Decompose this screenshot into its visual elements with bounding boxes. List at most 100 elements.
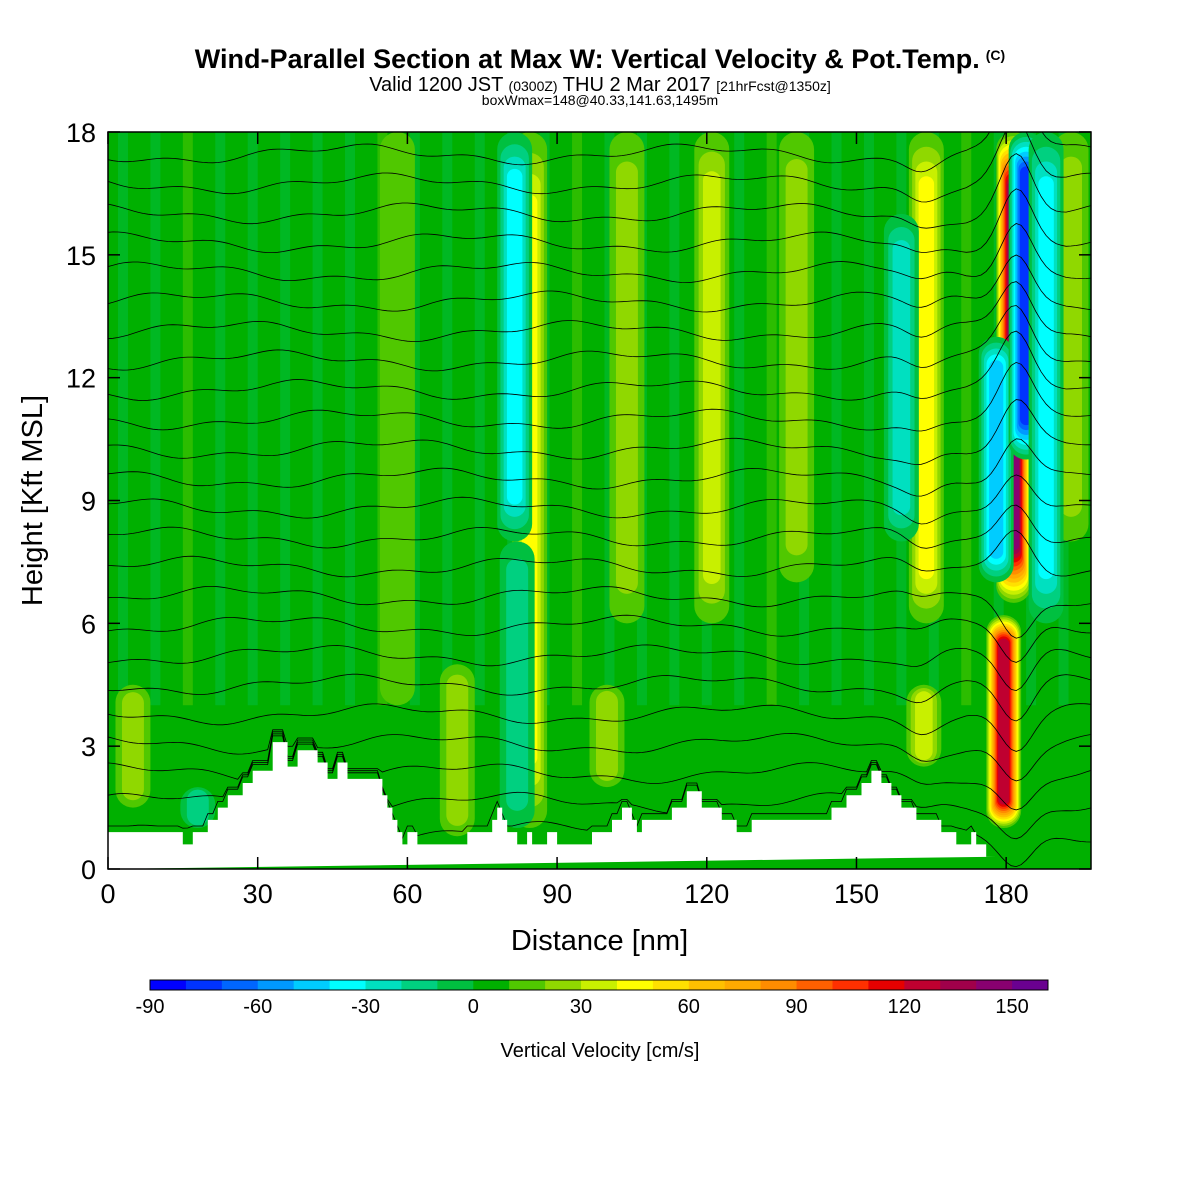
downdraft-level [1038, 176, 1054, 580]
colorbar-swatch [329, 980, 367, 990]
updraft-level [446, 674, 469, 826]
theta-contour [108, 330, 1091, 401]
texture-stripe [474, 132, 485, 706]
colorbar-frame [149, 979, 1049, 991]
updraft-level [702, 171, 721, 585]
chart-subtitle: Valid 1200 JST (0300Z) THU 2 Mar 2017 [2… [0, 74, 1200, 97]
valid-utc-label: (0300Z) [508, 78, 558, 94]
colorbar-tick-label: -90 [136, 996, 165, 1018]
colorbar-swatch [221, 980, 259, 990]
updraft-level [615, 161, 638, 594]
theta-contour [108, 305, 1091, 372]
theta-contour [108, 438, 1091, 497]
updraft-level [596, 690, 618, 781]
colorbar-swatch [185, 980, 223, 990]
colorbar-swatch [976, 980, 1013, 990]
colorbar-swatch [545, 980, 582, 990]
texture-stripe [150, 132, 161, 706]
colorbar-swatch [150, 980, 187, 990]
updraft-band [779, 132, 815, 583]
theta-contour [108, 281, 1091, 342]
colorbar-swatch [1012, 980, 1049, 990]
texture-stripe [572, 132, 583, 706]
texture-stripe [345, 132, 355, 706]
y-tick-label: 9 [81, 487, 96, 517]
theta-contour [108, 153, 1091, 229]
updraft-band [115, 684, 151, 808]
forecast-label: [21hrFcst@1350z] [716, 78, 831, 94]
x-tick-label: 180 [984, 879, 1029, 909]
theta-contour [108, 703, 1091, 752]
texture-stripe [831, 132, 842, 706]
texture-stripe [280, 132, 291, 706]
theta-contour [108, 399, 1091, 466]
downdraft-level [506, 558, 529, 811]
colorbar-tick-label: 120 [888, 996, 921, 1018]
texture-stripe [182, 132, 193, 706]
chart-title: Wind-Parallel Section at Max W: Vertical… [0, 44, 1200, 75]
colorbar-swatch [437, 980, 474, 990]
theta-contour [108, 614, 1091, 663]
texture-stripe [961, 132, 972, 706]
colorbar-swatch [796, 980, 833, 990]
colorbar-tick-label: 60 [678, 996, 700, 1018]
colorbar-tick-label: 0 [468, 996, 479, 1018]
y-tick-label: 3 [81, 732, 96, 762]
downdraft-level [186, 789, 209, 826]
y-tick-label: 15 [66, 241, 96, 271]
colorbar: -90 -60 -30 0 30 60 90 120 150 Vertical Velocity … [136, 979, 1049, 1062]
colorbar-swatch [940, 980, 977, 990]
updraft-band [379, 132, 415, 706]
colorbar-tick-label: -30 [351, 996, 380, 1018]
updraft-level [1060, 156, 1083, 517]
theta-contours [108, 132, 1091, 868]
colorbar-swatch [581, 980, 618, 990]
colorbar-tick-label: 150 [995, 996, 1028, 1018]
x-tick-label: 90 [542, 879, 572, 909]
theta-contour [108, 729, 1091, 782]
colorbar-swatch [365, 980, 402, 990]
downdraft-band [978, 336, 1014, 583]
colorbar-swatch [293, 980, 331, 990]
valid-time-label: Valid 1200 JST [369, 74, 503, 96]
downdraft-level [892, 240, 911, 516]
x-axis-label: Distance [nm] [511, 925, 688, 957]
terrain [108, 742, 997, 869]
updraft-band [694, 132, 730, 624]
theta-contour [108, 504, 1091, 549]
texture-stripe [734, 132, 745, 706]
downdraft-band [883, 213, 919, 542]
x-tick-label: 60 [392, 879, 422, 909]
texture-stripe [442, 132, 453, 706]
updraft-level [918, 176, 935, 580]
colorbar-swatch [652, 980, 690, 990]
theta-contour [108, 474, 1091, 525]
theta-contour [108, 361, 1091, 432]
colorbar-tick-label: -60 [243, 996, 272, 1018]
updraft-level [379, 132, 415, 706]
theta-contour [108, 132, 1091, 203]
theta-contour [108, 644, 1091, 692]
updraft-band [906, 684, 942, 767]
updraft-band [439, 664, 475, 837]
updraft-band [589, 684, 625, 788]
theta-contour [108, 223, 1091, 284]
texture-stripe [247, 132, 258, 706]
y-tick-label: 12 [66, 364, 96, 394]
updraft-band [609, 132, 645, 624]
y-axis-label: Height [Kft MSL] [17, 395, 49, 606]
texture-stripe [117, 132, 128, 706]
downdraft-level [989, 360, 1004, 559]
colorbar-tick-label: 90 [785, 996, 807, 1018]
theta-contour [108, 731, 1091, 811]
colorbar-label: Vertical Velocity [cm/s] [501, 1040, 700, 1062]
x-tick-label: 30 [243, 879, 273, 909]
downdraft-level [506, 168, 523, 505]
downdraft-band [497, 132, 533, 542]
updraft-band [986, 615, 1022, 829]
downdraft-band [499, 541, 535, 829]
y-tick-label: 6 [81, 609, 96, 639]
colorbar-swatch [509, 980, 546, 990]
colorbar-swatch [868, 980, 905, 990]
